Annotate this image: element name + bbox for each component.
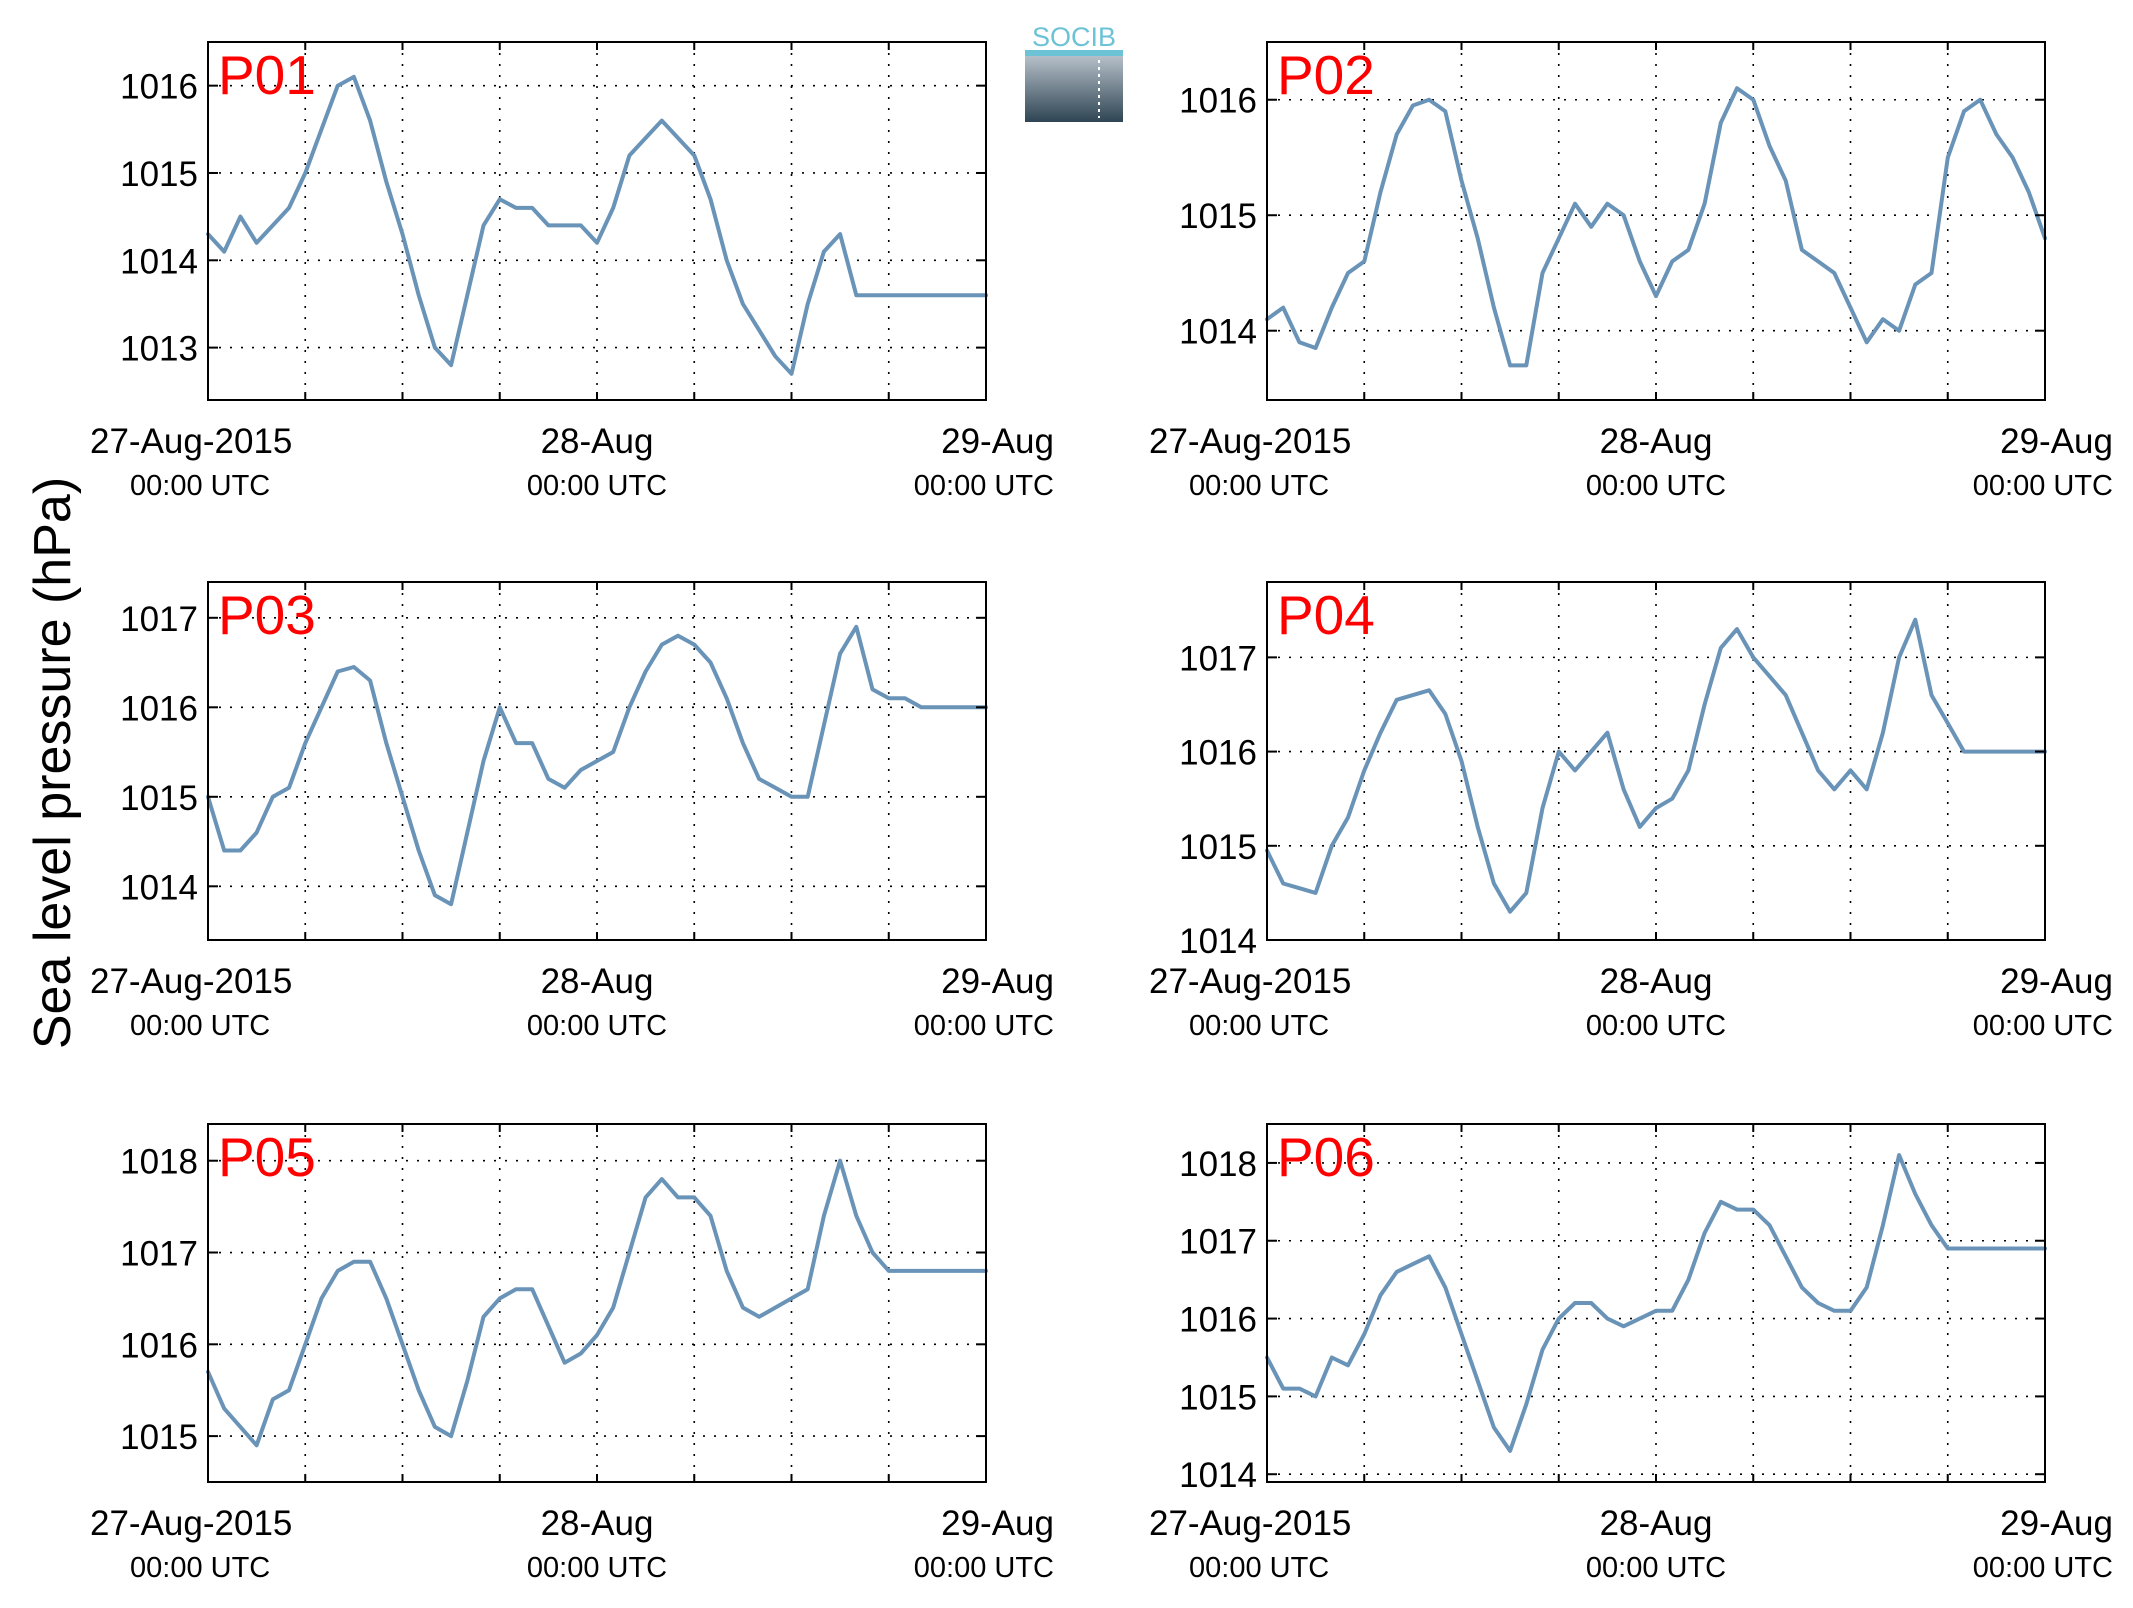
series-line — [206, 624, 988, 907]
y-tick-label: 1016 — [120, 689, 198, 728]
x-tick-label: 28-Aug — [541, 422, 654, 461]
x-tick-sublabel: 00:00 UTC — [1189, 1010, 1329, 1042]
series-line — [1265, 617, 2047, 914]
x-tick-sublabel: 00:00 UTC — [527, 1010, 667, 1042]
x-tick-sublabel: 00:00 UTC — [1973, 1010, 2113, 1042]
panel-p04: 1014 1015 1016 1017 27-Aug-2015 00:00 UTC 28-A… — [1149, 581, 2113, 1042]
axes-frame — [207, 41, 987, 401]
panel-label: P06 — [1277, 1126, 1375, 1188]
x-tick-sublabel: 00:00 UTC — [1586, 470, 1726, 502]
y-tick-label: 1015 — [120, 155, 198, 194]
y-axis-label: Sea level pressure (hPa) — [24, 477, 82, 1049]
x-tick-sublabel: 00:00 UTC — [527, 470, 667, 502]
x-tick-sublabel: 00:00 UTC — [1586, 1010, 1726, 1042]
x-tick-sublabel: 00:00 UTC — [130, 1010, 270, 1042]
y-tick-label: 1018 — [120, 1143, 198, 1182]
y-tick-label: 1015 — [120, 1418, 198, 1457]
panel-p01: 1013 1014 1015 1016 27-Aug-2015 00:00 UTC 28-A… — [90, 41, 1054, 502]
panels: 1013 1014 1015 1016 27-Aug-2015 00:00 UTC 28-A… — [90, 41, 2113, 1584]
x-tick-label: 28-Aug — [1600, 422, 1713, 461]
x-tick-label: 28-Aug — [1600, 962, 1713, 1001]
panel-label: P01 — [218, 44, 316, 106]
series-line — [206, 74, 988, 376]
panel-p06: 1014 1015 1016 1017 1018 27-Aug-2015 00:00 UTC… — [1149, 1123, 2113, 1584]
x-tick-sublabel: 00:00 UTC — [914, 1552, 1054, 1584]
y-tick-label: 1016 — [1179, 1301, 1257, 1340]
x-tick-label: 28-Aug — [541, 962, 654, 1001]
panel-label: P02 — [1277, 44, 1375, 106]
x-tick-sublabel: 00:00 UTC — [1586, 1552, 1726, 1584]
y-tick-label: 1017 — [1179, 1223, 1257, 1262]
panel-label: P04 — [1277, 584, 1375, 646]
x-tick-label: 29-Aug — [941, 422, 1054, 461]
panel-p02: 1014 1015 1016 27-Aug-2015 00:00 UTC 28-Aug 00… — [1149, 41, 2113, 502]
x-tick-sublabel: 00:00 UTC — [1973, 1552, 2113, 1584]
y-tick-label: 1016 — [1179, 734, 1257, 773]
series-line — [1265, 86, 2047, 368]
x-tick-label: 28-Aug — [1600, 1504, 1713, 1543]
x-tick-label: 29-Aug — [2000, 1504, 2113, 1543]
socib-logo: SOCIB — [1025, 20, 1123, 122]
x-tick-label: 29-Aug — [941, 1504, 1054, 1543]
panel-p05: 1015 1016 1017 1018 27-Aug-2015 00:00 UTC 28-A… — [90, 1123, 1054, 1584]
y-tick-label: 1017 — [120, 1235, 198, 1274]
panel-p03: 1014 1015 1016 1017 27-Aug-2015 00:00 UTC 28-A… — [90, 581, 1054, 1042]
y-tick-label: 1017 — [1179, 639, 1257, 678]
x-tick-sublabel: 00:00 UTC — [1189, 1552, 1329, 1584]
axes-frame — [1266, 1123, 2046, 1483]
panel-label: P03 — [218, 584, 316, 646]
x-tick-label: 28-Aug — [541, 1504, 654, 1543]
x-tick-sublabel: 00:00 UTC — [914, 470, 1054, 502]
axes-frame — [1266, 581, 2046, 941]
x-tick-label: 27-Aug-2015 — [1149, 962, 1351, 1001]
x-tick-label: 29-Aug — [2000, 422, 2113, 461]
y-tick-label: 1013 — [120, 330, 198, 369]
x-tick-sublabel: 00:00 UTC — [914, 1010, 1054, 1042]
x-tick-label: 27-Aug-2015 — [1149, 422, 1351, 461]
socib-logo-text: SOCIB — [1032, 22, 1116, 52]
axes-frame — [1266, 41, 2046, 401]
x-tick-label: 27-Aug-2015 — [90, 962, 292, 1001]
axes-frame — [207, 1123, 987, 1483]
x-tick-label: 27-Aug-2015 — [1149, 1504, 1351, 1543]
y-tick-label: 1016 — [120, 68, 198, 107]
x-tick-sublabel: 00:00 UTC — [1973, 470, 2113, 502]
series-line — [1265, 1153, 2047, 1453]
y-tick-label: 1017 — [120, 600, 198, 639]
y-tick-label: 1014 — [1179, 922, 1257, 961]
y-tick-label: 1015 — [1179, 1378, 1257, 1417]
x-tick-label: 29-Aug — [941, 962, 1054, 1001]
y-tick-label: 1014 — [120, 242, 198, 281]
y-tick-label: 1014 — [120, 868, 198, 907]
x-tick-label: 27-Aug-2015 — [90, 1504, 292, 1543]
y-tick-label: 1016 — [1179, 82, 1257, 121]
x-tick-sublabel: 00:00 UTC — [1189, 470, 1329, 502]
x-tick-sublabel: 00:00 UTC — [130, 1552, 270, 1584]
y-tick-label: 1015 — [120, 779, 198, 818]
x-tick-label: 29-Aug — [2000, 962, 2113, 1001]
y-tick-label: 1016 — [120, 1326, 198, 1365]
panel-label: P05 — [218, 1126, 316, 1188]
y-tick-label: 1014 — [1179, 1456, 1257, 1495]
x-tick-sublabel: 00:00 UTC — [130, 470, 270, 502]
y-tick-label: 1015 — [1179, 197, 1257, 236]
x-tick-label: 27-Aug-2015 — [90, 422, 292, 461]
y-tick-label: 1015 — [1179, 828, 1257, 867]
y-tick-label: 1018 — [1179, 1145, 1257, 1184]
y-tick-label: 1014 — [1179, 313, 1257, 352]
series-line — [206, 1158, 988, 1448]
x-tick-sublabel: 00:00 UTC — [527, 1552, 667, 1584]
